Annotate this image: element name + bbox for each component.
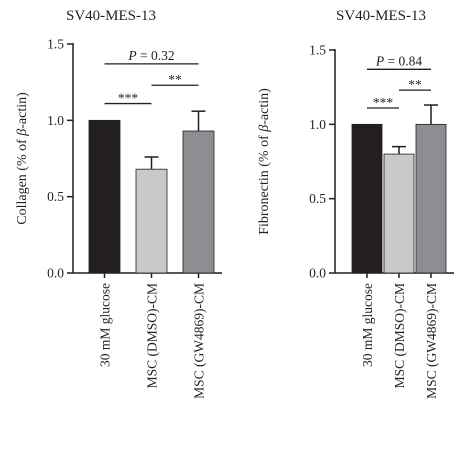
significance-label: ** xyxy=(168,72,182,87)
significance-label-part: P xyxy=(127,48,136,63)
y-tick-label: 1.5 xyxy=(309,43,326,58)
bar-1 xyxy=(88,119,121,274)
y-tick-label: 1.5 xyxy=(47,37,64,52)
y-axis-label-part: Collagen (% of xyxy=(15,136,30,225)
x-tick-label: MSC (GW4869)-CM xyxy=(192,283,207,399)
y-tick-label: 0.0 xyxy=(309,266,326,281)
significance-label-part: P xyxy=(375,53,384,68)
y-tick-label: 1.0 xyxy=(47,113,64,128)
x-tick-label: MSC (DMSO)-CM xyxy=(145,283,160,388)
significance-label: ** xyxy=(408,77,422,92)
bar-1 xyxy=(351,123,383,274)
x-tick-label: MSC (DMSO)-CM xyxy=(392,283,407,388)
significance-label: P = 0.32 xyxy=(127,48,174,63)
chart-title: SV40-MES-13 xyxy=(336,8,426,24)
y-axis-label-part: -actin) xyxy=(15,92,30,129)
bar-3 xyxy=(182,130,215,274)
y-axis-label: Collagen (% of β-actin) xyxy=(15,92,30,225)
significance-label-part: = 0.84 xyxy=(384,53,422,68)
bar-3 xyxy=(415,123,447,274)
y-axis-label-part: β xyxy=(257,125,272,133)
significance-label-part: = 0.32 xyxy=(137,48,175,63)
y-tick-label: 0.0 xyxy=(47,266,64,281)
x-tick-label: 30 mM glucose xyxy=(98,283,113,367)
x-tick-label: 30 mM glucose xyxy=(360,283,375,367)
y-axis-label-part: -actin) xyxy=(257,88,272,125)
y-axis-label-part: Fibronectin (% of xyxy=(257,132,272,235)
chart-panel-2: SV40-MES-13 Fibronectin (% of β-actin) 0.0… xyxy=(257,8,454,399)
y-tick-label: 0.5 xyxy=(47,189,64,204)
significance-label: *** xyxy=(118,91,139,106)
significance-label: P = 0.84 xyxy=(375,53,422,68)
x-tick-label: MSC (GW4869)-CM xyxy=(424,283,439,399)
chart-panel-1: SV40-MES-13 Collagen (% of β-actin) 0.0 0.5… xyxy=(15,8,222,399)
y-axis-label: Fibronectin (% of β-actin) xyxy=(257,88,272,235)
y-tick-label: 0.5 xyxy=(309,191,326,206)
significance-label: *** xyxy=(373,95,394,110)
y-tick-label: 1.0 xyxy=(309,117,326,132)
y-axis-label-part: β xyxy=(15,129,30,137)
chart-title: SV40-MES-13 xyxy=(66,8,156,24)
bar-2 xyxy=(383,153,415,274)
bar-2 xyxy=(135,168,168,274)
